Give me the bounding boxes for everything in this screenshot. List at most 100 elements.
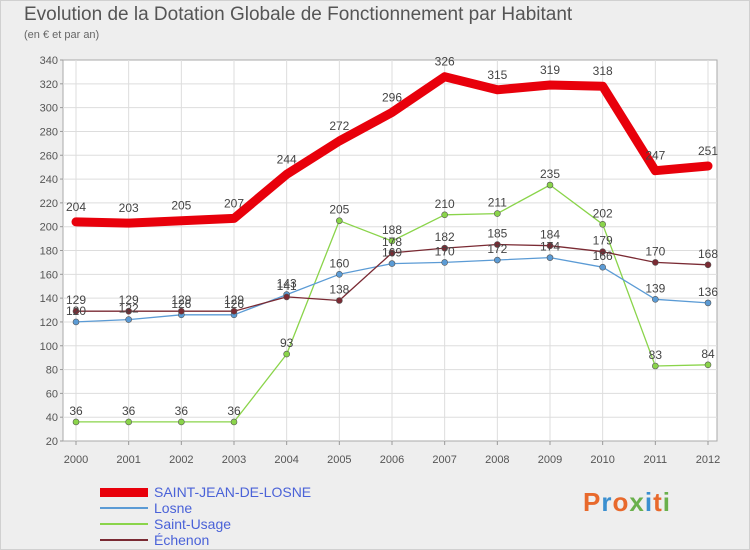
data-label-losne: 126 (171, 297, 191, 311)
data-label--chenon: 129 (66, 293, 86, 307)
data-label-losne: 136 (698, 285, 718, 299)
data-point-losne (652, 296, 659, 303)
y-tick-label: 340 (40, 55, 58, 67)
data-label--chenon: 168 (698, 247, 718, 261)
data-label--chenon: 178 (382, 235, 402, 249)
x-tick-label: 2002 (169, 454, 193, 466)
x-tick-label: 2009 (538, 454, 562, 466)
data-label--chenon: 184 (540, 228, 560, 242)
legend-label: Échenon (154, 532, 210, 548)
legend-label: Saint-Usage (154, 516, 232, 532)
data-label-losne: 166 (593, 249, 613, 263)
logo-letter: x (629, 487, 645, 517)
data-label-saint-usage: 36 (227, 404, 241, 418)
data-point-saint-usage (388, 237, 396, 245)
logo-letter: t (653, 487, 663, 517)
data-point--chenon (546, 242, 554, 250)
data-label-saint-usage: 93 (280, 336, 294, 350)
x-tick-label: 2007 (432, 454, 456, 466)
y-tick-label: 320 (40, 79, 58, 91)
y-tick-label: 40 (46, 412, 58, 424)
data-label-saint-jean-de-losne: 319 (540, 63, 560, 77)
y-tick-label: 280 (40, 126, 58, 138)
data-point-saint-usage (494, 210, 501, 217)
x-tick-label: 2000 (64, 454, 88, 466)
y-tick-label: 140 (40, 293, 58, 305)
data-point--chenon (704, 261, 712, 269)
data-label-saint-jean-de-losne: 207 (224, 196, 244, 210)
data-label-saint-usage: 202 (593, 206, 613, 220)
data-label-saint-usage: 210 (435, 197, 455, 211)
data-point-losne (441, 259, 448, 266)
data-point-saint-usage (125, 418, 132, 426)
data-point-saint-usage (230, 418, 238, 426)
data-label-saint-usage: 84 (701, 347, 715, 361)
data-point-losne (704, 299, 712, 307)
data-point-saint-usage (546, 181, 554, 189)
data-point--chenon (125, 307, 132, 315)
data-label-saint-usage: 36 (175, 404, 189, 418)
data-point--chenon (494, 241, 501, 248)
data-label-losne: 172 (487, 242, 507, 256)
series-line-saint-jean-de-losne (71, 72, 713, 228)
data-label--chenon: 129 (224, 293, 244, 307)
data-point-saint-usage (72, 418, 80, 426)
logo-letter: i (662, 487, 671, 517)
logo-letter: o (612, 487, 630, 517)
data-label-losne: 170 (435, 244, 455, 258)
x-tick-label: 2004 (274, 454, 298, 466)
x-tick-label: 2010 (590, 454, 614, 466)
data-label-saint-usage: 83 (649, 348, 663, 362)
data-point-losne (546, 254, 554, 261)
data-point-saint-usage (283, 350, 290, 358)
data-label--chenon: 129 (119, 293, 139, 307)
data-label-saint-usage: 205 (329, 203, 349, 217)
data-label-losne: 120 (66, 304, 86, 318)
data-point--chenon (230, 307, 238, 315)
data-label-saint-jean-de-losne: 203 (119, 201, 139, 215)
legend-swatch (100, 487, 148, 497)
data-point--chenon (336, 297, 343, 304)
y-tick-label: 200 (40, 222, 58, 234)
data-point--chenon (441, 244, 448, 252)
data-label--chenon: 170 (645, 244, 665, 258)
data-point-losne (336, 271, 343, 278)
logo-letter: P (583, 487, 602, 517)
data-label-saint-jean-de-losne: 296 (382, 90, 402, 104)
data-label-saint-jean-de-losne: 244 (277, 152, 297, 166)
data-label-losne: 169 (382, 246, 402, 260)
logo-letter: r (601, 487, 613, 517)
data-label-saint-jean-de-losne: 205 (171, 199, 191, 213)
data-point-saint-usage (652, 362, 659, 370)
y-tick-label: 300 (40, 103, 58, 115)
legend-swatch (100, 507, 148, 509)
data-point-saint-usage (704, 361, 712, 369)
data-point-losne (72, 318, 80, 326)
y-tick-label: 220 (40, 198, 58, 210)
y-tick-label: 80 (46, 365, 58, 377)
x-tick-label: 2001 (116, 454, 140, 466)
legend-swatch (100, 523, 148, 525)
data-label-saint-usage: 211 (488, 196, 507, 210)
data-point--chenon (283, 293, 290, 301)
data-label-saint-usage: 188 (382, 223, 402, 237)
data-label-losne: 126 (224, 297, 244, 311)
data-label-losne: 139 (645, 281, 665, 295)
data-label--chenon: 185 (487, 227, 507, 241)
legend-label: Losne (154, 500, 193, 516)
data-point--chenon (388, 249, 396, 257)
data-label-losne: 174 (540, 240, 560, 254)
data-label-saint-jean-de-losne: 318 (593, 64, 613, 78)
data-label--chenon: 182 (435, 230, 455, 244)
data-point-losne (125, 316, 132, 323)
data-label--chenon: 179 (593, 234, 613, 248)
data-label-saint-usage: 36 (122, 404, 136, 418)
data-point-losne (599, 263, 606, 271)
data-point-saint-usage (336, 217, 343, 225)
data-label-saint-usage: 36 (69, 404, 83, 418)
legend-swatch (100, 539, 148, 541)
data-point-losne (494, 256, 501, 264)
x-tick-label: 2003 (222, 454, 246, 466)
data-label--chenon: 141 (277, 279, 297, 293)
data-label-saint-jean-de-losne: 204 (66, 200, 86, 214)
